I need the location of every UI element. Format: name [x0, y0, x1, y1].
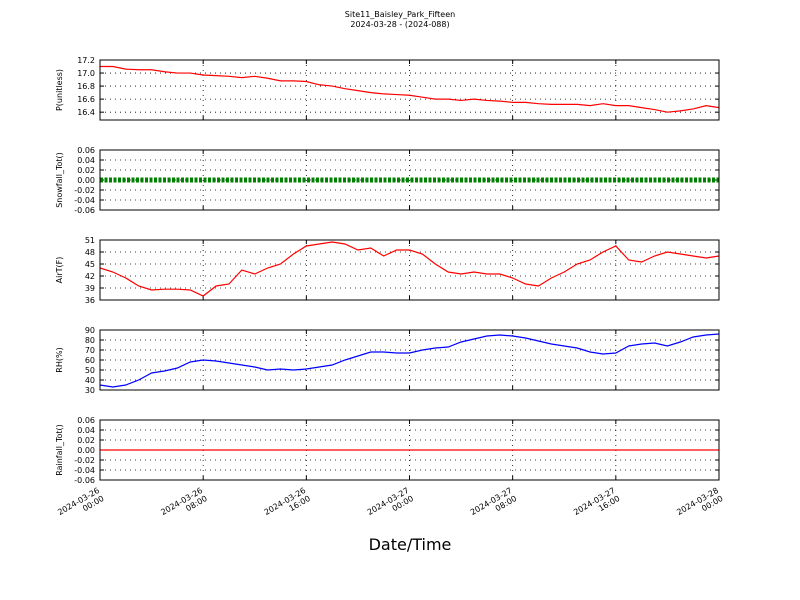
y-tick-label: -0.02 — [74, 186, 95, 195]
y-tick-label: -0.06 — [74, 476, 95, 485]
y-tick-label: 70 — [85, 346, 95, 355]
plot-frame — [99, 59, 720, 121]
y-tick-label: 0.04 — [77, 426, 95, 435]
y-tick-label: 16.6 — [77, 95, 95, 104]
y-tick-label: 51 — [85, 236, 95, 245]
y-tick-label: 48 — [85, 248, 95, 257]
data-line — [99, 241, 720, 297]
x-tick-label: 2024-03-2716:00 — [572, 486, 621, 525]
y-tick-label: -0.06 — [74, 206, 95, 215]
plot-frame — [99, 239, 720, 301]
x-tick-label: 2024-03-2616:00 — [263, 486, 312, 525]
y-tick-label: 0.00 — [77, 176, 95, 185]
y-tick-label: 0.04 — [77, 156, 95, 165]
subtitle: 2024-03-28 - (2024-088) — [350, 20, 449, 29]
y-tick-label: 0.06 — [77, 146, 95, 155]
y-axis-label: Snowfall_Tot() — [55, 152, 64, 208]
plot-frame — [99, 329, 720, 391]
y-tick-label: 17.2 — [77, 56, 95, 65]
y-tick-label: 0.00 — [77, 446, 95, 455]
y-axis-label: AirT(F) — [55, 257, 64, 284]
y-tick-label: 80 — [85, 336, 95, 345]
y-axis-label: P(unitless) — [55, 69, 64, 111]
y-tick-label: 50 — [85, 366, 95, 375]
title: Site11_Baisley_Park_Fifteen — [345, 10, 455, 19]
y-tick-label: 0.06 — [77, 416, 95, 425]
plot-frame — [99, 149, 720, 211]
y-tick-label: 0.02 — [77, 166, 95, 175]
y-tick-label: 45 — [85, 260, 95, 269]
y-tick-label: -0.02 — [74, 456, 95, 465]
x-tick-label: 2024-03-2708:00 — [469, 486, 518, 525]
plot-frame — [99, 419, 720, 481]
y-tick-label: -0.04 — [74, 466, 95, 475]
data-line — [99, 333, 720, 388]
y-tick-label: 30 — [85, 386, 95, 395]
y-tick-label: 36 — [85, 296, 95, 305]
y-axis-label: RH(%) — [55, 347, 64, 372]
x-axis-label: Date/Time — [369, 535, 452, 554]
y-tick-label: 42 — [85, 272, 95, 281]
y-tick-label: 17.0 — [77, 69, 95, 78]
data-line — [100, 65, 720, 113]
x-tick-label: 2024-03-2800:00 — [675, 486, 724, 525]
y-tick-label: 0.02 — [77, 436, 95, 445]
y-tick-label: -0.04 — [74, 196, 95, 205]
x-tick-label: 2024-03-2700:00 — [366, 486, 415, 525]
x-tick-label: 2024-03-2600:00 — [56, 486, 105, 525]
y-tick-label: 16.8 — [77, 82, 95, 91]
y-axis-label: Rainfall_Tot() — [55, 424, 64, 476]
y-tick-label: 39 — [85, 284, 95, 293]
y-tick-label: 90 — [85, 326, 95, 335]
x-tick-label: 2024-03-2608:00 — [159, 486, 208, 525]
y-tick-label: 40 — [85, 376, 95, 385]
y-tick-label: 60 — [85, 356, 95, 365]
y-tick-label: 16.4 — [77, 108, 95, 117]
